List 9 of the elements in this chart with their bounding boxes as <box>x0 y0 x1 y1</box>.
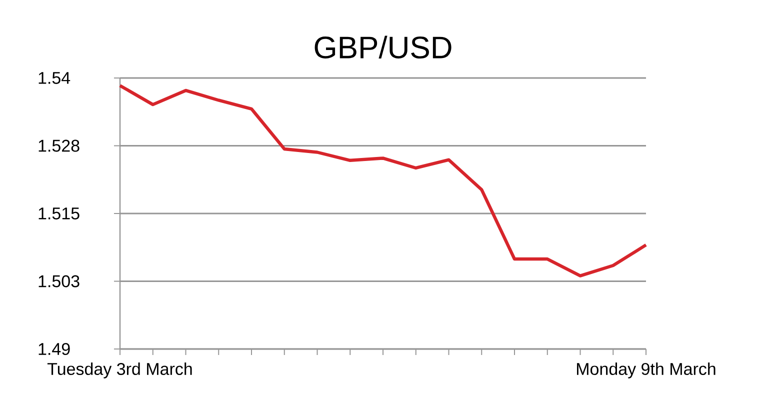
y-tick-label: 1.54 <box>38 72 70 84</box>
y-tick-label: 1.515 <box>38 208 80 220</box>
y-tick-label: 1.49 <box>38 342 70 356</box>
x-tick-label: Monday 9th March <box>577 362 716 378</box>
y-tick-label: 1.503 <box>38 275 80 288</box>
chart-title: GBP/USD <box>314 36 452 58</box>
x-tick-label: Tuesday 3rd March <box>47 362 192 378</box>
y-tick-label: 1.528 <box>38 140 80 152</box>
line-series <box>118 84 648 278</box>
